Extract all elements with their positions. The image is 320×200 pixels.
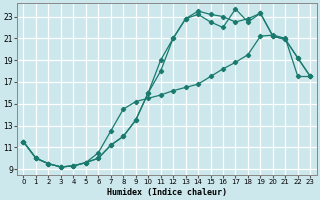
X-axis label: Humidex (Indice chaleur): Humidex (Indice chaleur) [107,188,227,197]
